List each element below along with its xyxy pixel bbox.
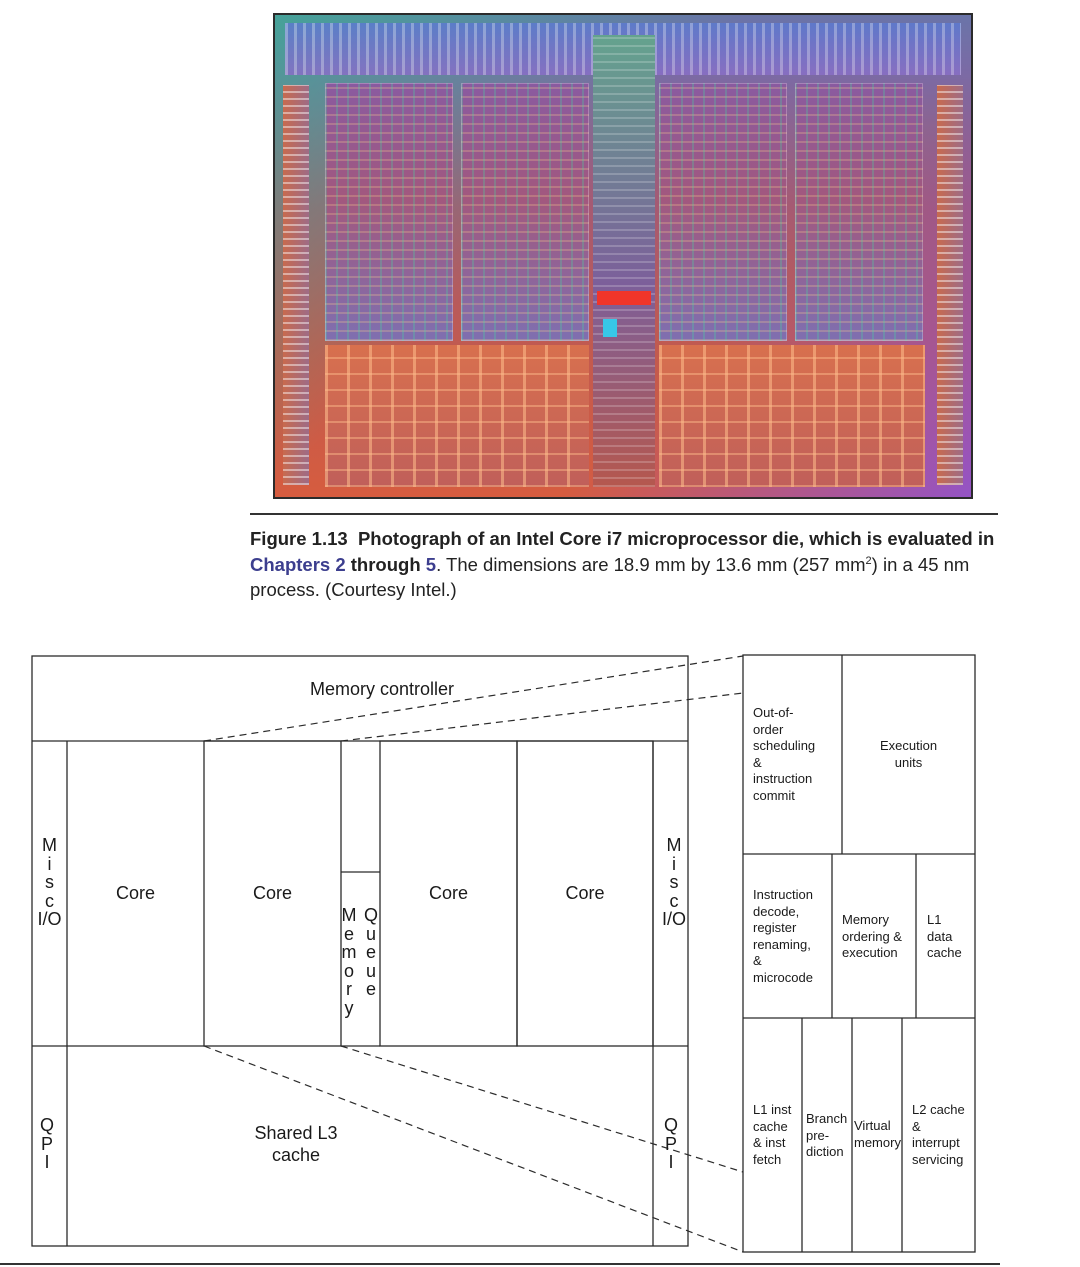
caption-text: ) in a 45 nm process. (Courtesy Intel.)	[250, 553, 970, 601]
queue-label: Q u e u e	[363, 905, 378, 999]
instruction-decode-label: Instruction decode, register renaming, &…	[753, 887, 813, 985]
die-io-strip-right	[937, 85, 963, 485]
die-center-column	[593, 35, 655, 487]
die-core-region	[325, 83, 453, 341]
die-io-strip-left	[283, 85, 309, 485]
caption-text: Photograph of an Intel Core i7 microproc…	[357, 528, 995, 549]
chapter-link[interactable]: Chapters 2	[250, 553, 346, 575]
memory-ordering-label: Memory ordering & execution	[842, 912, 902, 960]
die-l3-cache-region	[325, 345, 589, 487]
die-core-region	[461, 83, 589, 341]
zoom-line	[340, 692, 744, 742]
die-photograph	[273, 13, 973, 499]
caption-text: through	[350, 553, 421, 575]
l1-data-cache-label: L1 data cache	[927, 912, 962, 960]
misc-io-left-label: M i s c I/O	[37, 835, 62, 929]
memory-controller-label: Memory controller	[309, 679, 455, 699]
memory-label: M e m o r y	[341, 905, 357, 1018]
die-core-region	[795, 83, 923, 341]
chapter-link[interactable]: 5	[425, 553, 437, 575]
virtual-memory-label: Virtual memory	[854, 1118, 901, 1150]
zoom-line	[340, 1045, 744, 1173]
l2-cache-label: L2 cache & interrupt servicing	[912, 1102, 965, 1167]
superscript: 2	[865, 554, 872, 567]
die-core-region	[659, 83, 787, 341]
ooo-scheduling-label: Out-of- order scheduling & instruction c…	[753, 705, 816, 803]
figure-number: Figure 1.13	[250, 528, 348, 549]
qpi-right-label: Q P I	[663, 1115, 678, 1172]
execution-units-label: Execution units	[879, 738, 938, 770]
die-cyan-block	[603, 319, 617, 337]
die-l3-cache-region	[659, 345, 925, 487]
figure-caption: Figure 1.13 Photograph of an Intel Core …	[250, 526, 1010, 603]
shared-l3-cache-label: Shared L3 cache	[254, 1123, 338, 1165]
core-label: Core	[428, 883, 468, 903]
misc-io-right-label: M i s c I/O	[661, 835, 686, 929]
caption-text: . The dimensions are 18.9 mm by 13.6 mm …	[436, 553, 866, 575]
core-label: Core	[115, 883, 155, 903]
core-label: Core	[565, 883, 605, 903]
caption-rule	[250, 513, 998, 515]
qpi-left-label: Q P I	[39, 1115, 54, 1172]
core-label: Core	[252, 883, 292, 903]
branch-prediction-label: Branch pre- diction	[806, 1111, 848, 1159]
die-red-block	[597, 291, 651, 305]
bottom-rule	[0, 1263, 1000, 1265]
l1-inst-cache-label: L1 inst cache & inst fetch	[753, 1102, 792, 1167]
